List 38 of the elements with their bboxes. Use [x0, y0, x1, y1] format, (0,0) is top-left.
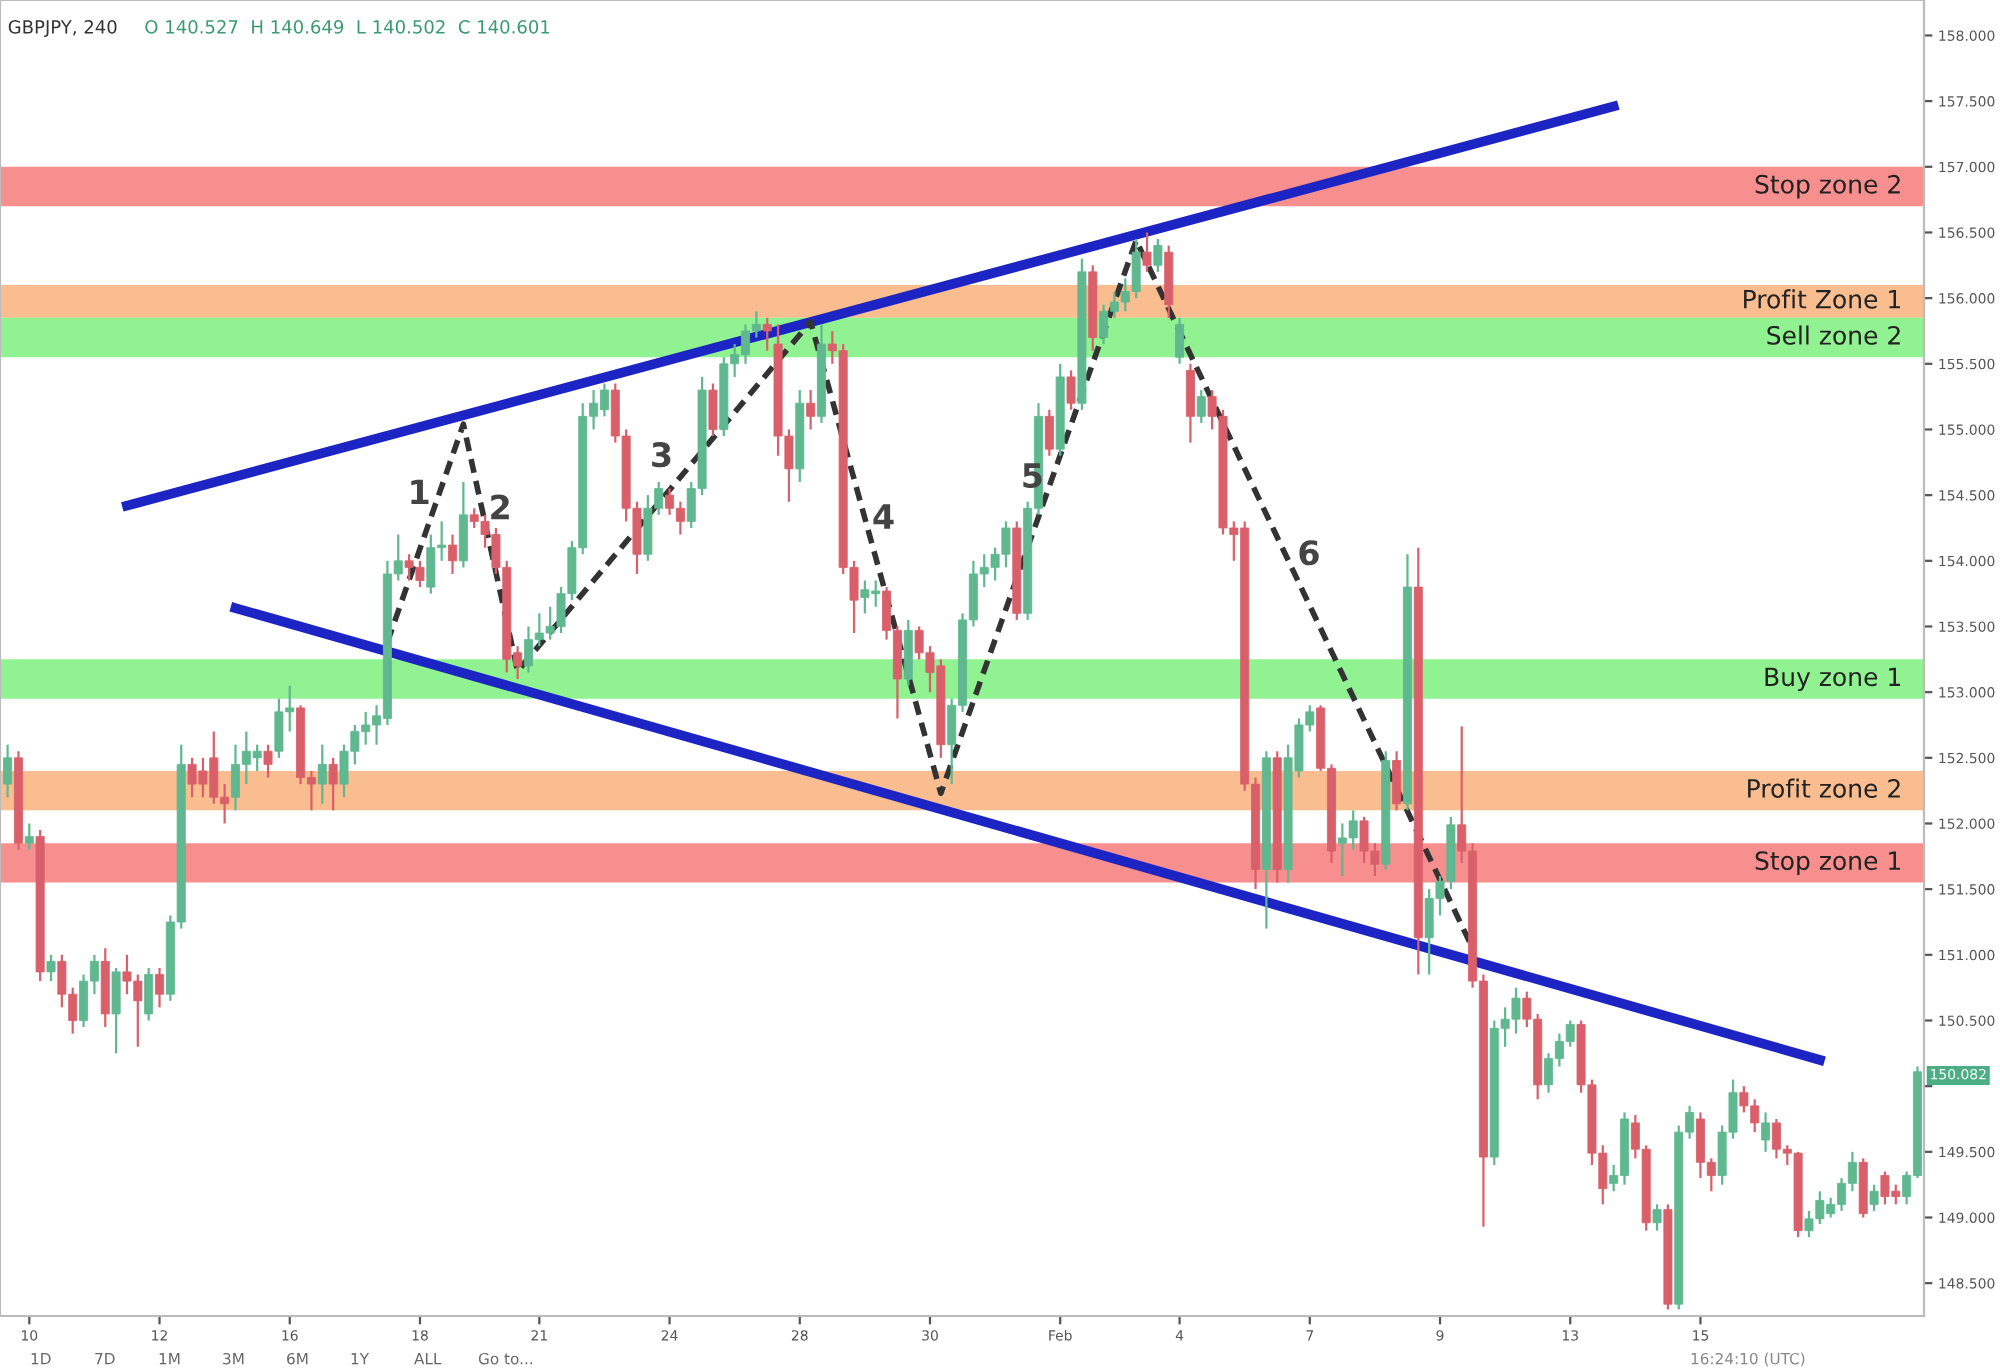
annotation: 6	[1299, 540, 1319, 566]
candlestick	[263, 743, 273, 779]
annotation: 2	[491, 494, 509, 520]
candlestick	[46, 953, 56, 983]
band-label: Profit zone 2	[1748, 778, 1900, 798]
candlestick	[3, 743, 13, 799]
candlestick	[1153, 237, 1163, 273]
candlestick	[1066, 369, 1076, 411]
band-label: Buy zone 1	[1765, 667, 1900, 692]
candlestick	[1761, 1111, 1771, 1153]
annotation: 4	[873, 504, 894, 529]
text: O 140.527 H 140.649 L 140.502 C 140.601	[145, 20, 550, 34]
candlestick	[328, 756, 338, 812]
candlestick	[1652, 1203, 1662, 1232]
candlestick	[24, 822, 34, 851]
candlestick	[1142, 231, 1152, 273]
candlestick	[1044, 408, 1054, 457]
candlestick	[111, 966, 121, 1055]
text: GBPJPY, 240	[8, 20, 117, 38]
band-label: Sell zone 2	[1767, 325, 1900, 345]
candlestick	[1175, 316, 1185, 365]
annotation: 3	[652, 442, 671, 468]
candlestick	[155, 966, 165, 1009]
band-label: Stop zone 1	[1755, 851, 1900, 875]
candlestick	[1185, 362, 1195, 444]
candlestick	[317, 743, 327, 805]
candlestick	[1869, 1183, 1879, 1213]
annotation: 1	[411, 479, 429, 505]
candlestick	[1196, 388, 1206, 425]
candlestick	[762, 316, 772, 352]
candlestick	[448, 533, 457, 576]
band-label: Stop zone 2	[1755, 174, 1900, 199]
candlestick	[144, 966, 154, 1022]
candlestick	[708, 382, 718, 438]
candlestick	[1392, 750, 1402, 812]
candlestick	[458, 480, 468, 569]
candlestick	[806, 388, 816, 431]
band-label: Profit Zone 1	[1744, 289, 1900, 309]
